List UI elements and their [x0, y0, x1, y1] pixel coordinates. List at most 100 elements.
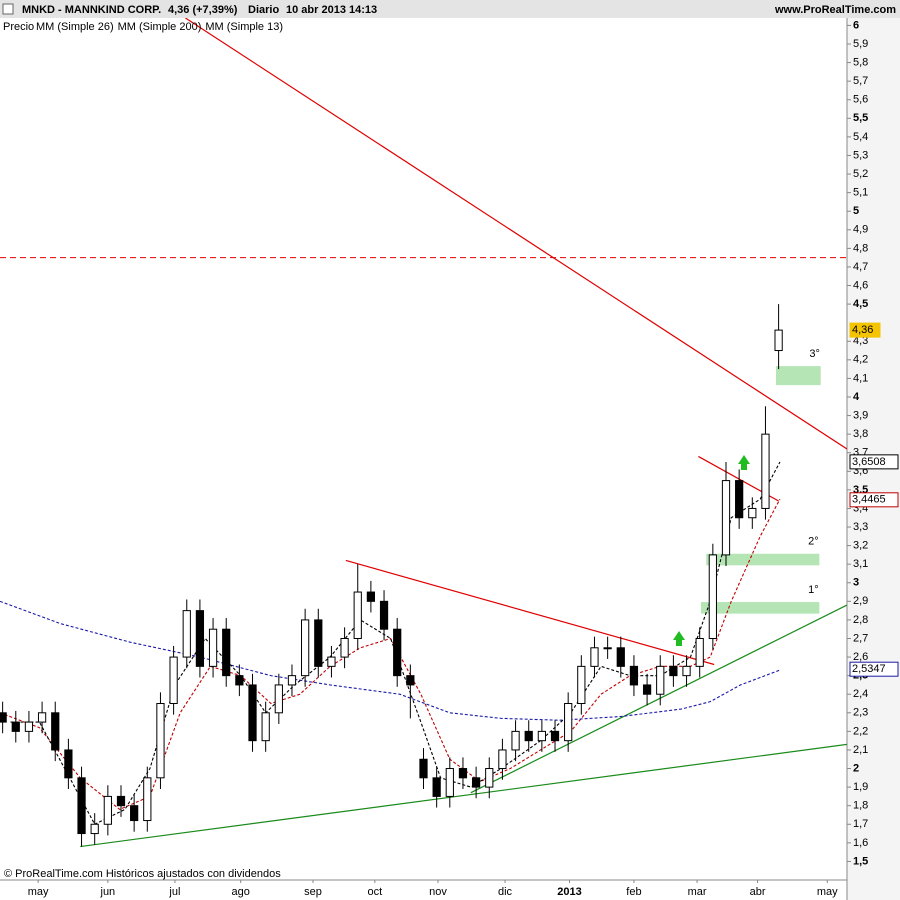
candle-body: [485, 768, 494, 788]
candle-body: [195, 610, 205, 667]
y-tick-label: 2,9: [853, 595, 868, 607]
candle-body: [24, 721, 34, 732]
y-tick-label: 3,8: [853, 428, 868, 440]
target-zone: [706, 553, 820, 566]
y-tick-label: 3,1: [853, 558, 868, 570]
legend-entry: MM (Simple 13): [205, 21, 283, 33]
candle-body: [524, 730, 533, 742]
candle-body: [182, 610, 191, 658]
candle-body: [682, 665, 691, 677]
y-tick-label: 4,8: [853, 242, 868, 254]
last-value-label: 3,4465: [852, 494, 886, 506]
candle-body: [774, 329, 783, 352]
y-tick-label: 5,9: [853, 38, 868, 50]
candle-body: [498, 749, 507, 770]
y-tick-label: 5,4: [853, 131, 868, 143]
candle-body: [577, 665, 586, 705]
candle-body: [656, 665, 665, 695]
candle-body: [669, 665, 678, 677]
y-tick-label: 1,6: [853, 837, 868, 849]
y-tick-label: 4,1: [853, 372, 868, 384]
candle-body: [564, 703, 573, 742]
candle-body: [458, 768, 468, 779]
trendline: [80, 743, 847, 848]
y-tick-label: 4,9: [853, 224, 868, 236]
y-tick-label: 5,7: [853, 75, 868, 87]
x-tick-label: sep: [304, 886, 322, 898]
footer: © ProRealTime.com Históricos ajustados c…: [4, 868, 281, 880]
candle-body: [616, 647, 625, 667]
candle-body: [248, 684, 257, 742]
y-tick-label: 5,1: [853, 187, 868, 199]
legend-entry: MM (Simple 200): [118, 21, 202, 33]
x-tick-label: feb: [626, 886, 641, 898]
y-tick-label: 4,6: [853, 279, 868, 291]
last-value-box: [849, 454, 899, 470]
last-price: 4,36 (+7,39%): [168, 4, 238, 16]
candle-body: [445, 768, 454, 797]
y-tick-label: 1,7: [853, 818, 868, 830]
candle-body: [130, 805, 139, 822]
y-tick-label: 2,1: [853, 744, 868, 756]
candle-body: [64, 749, 73, 779]
candle-body: [695, 637, 704, 667]
candle-body: [471, 777, 481, 788]
last-value-box: [849, 661, 899, 677]
trendline: [185, 18, 847, 450]
candle-body: [379, 600, 389, 630]
x-tick-label: 2013: [557, 886, 581, 898]
y-tick-label: 1,8: [853, 800, 868, 812]
candle-body: [261, 712, 270, 742]
y-tick-label: 2,7: [853, 632, 868, 644]
zone-label: 1°: [808, 584, 819, 596]
y-tick-label: 2,4: [853, 688, 868, 700]
y-tick-label: 4: [853, 391, 860, 403]
candle-body: [550, 730, 560, 742]
candle-body: [222, 628, 231, 677]
candle-body: [340, 637, 349, 658]
candle-body: [0, 712, 7, 723]
up-arrow: [673, 631, 685, 646]
period: Diario: [248, 4, 279, 16]
y-tick-label: 5,6: [853, 94, 868, 106]
candle-body: [169, 656, 178, 705]
candle-body: [51, 712, 60, 751]
y-tick-label: 4,3: [853, 335, 868, 347]
candle-body: [314, 619, 323, 667]
moving-average: [0, 498, 781, 811]
last-value-label: 2,5347: [852, 663, 886, 675]
y-tick-label: 3,4: [853, 502, 868, 514]
x-tick-label: dic: [498, 886, 513, 898]
candle-body: [103, 795, 112, 825]
y-tick-label: 3,9: [853, 409, 868, 421]
y-tick-label: 4,5: [853, 298, 868, 310]
candle-body: [37, 712, 47, 723]
candle-body: [301, 619, 310, 677]
x-tick-label: abr: [750, 886, 766, 898]
candle-body: [116, 795, 126, 807]
y-tick-label: 6: [853, 19, 859, 31]
candle-body: [761, 433, 770, 509]
candle-body: [208, 628, 218, 667]
up-arrow: [738, 455, 750, 470]
candle-body: [590, 647, 599, 667]
y-tick-label: 2,6: [853, 651, 868, 663]
y-tick-label: 5,3: [853, 149, 868, 161]
y-tick-label: 1,5: [853, 855, 868, 867]
candle-body: [393, 628, 402, 677]
legend-entry: MM (Simple 26): [36, 21, 114, 33]
candle-body: [77, 777, 86, 835]
icon: [2, 3, 14, 15]
target-zone: [701, 602, 820, 614]
candle-body: [327, 656, 336, 667]
y-tick-label: 2,8: [853, 614, 868, 626]
y-tick-label: 5: [853, 205, 859, 217]
last-value-label: 4,36: [852, 324, 873, 336]
candle-body: [537, 730, 546, 742]
zone-label: 3°: [809, 348, 820, 360]
y-tick-label: 2,2: [853, 725, 868, 737]
x-tick-label: may: [28, 886, 49, 898]
y-tick-label: 4,2: [853, 354, 868, 366]
candle-body: [366, 591, 376, 602]
